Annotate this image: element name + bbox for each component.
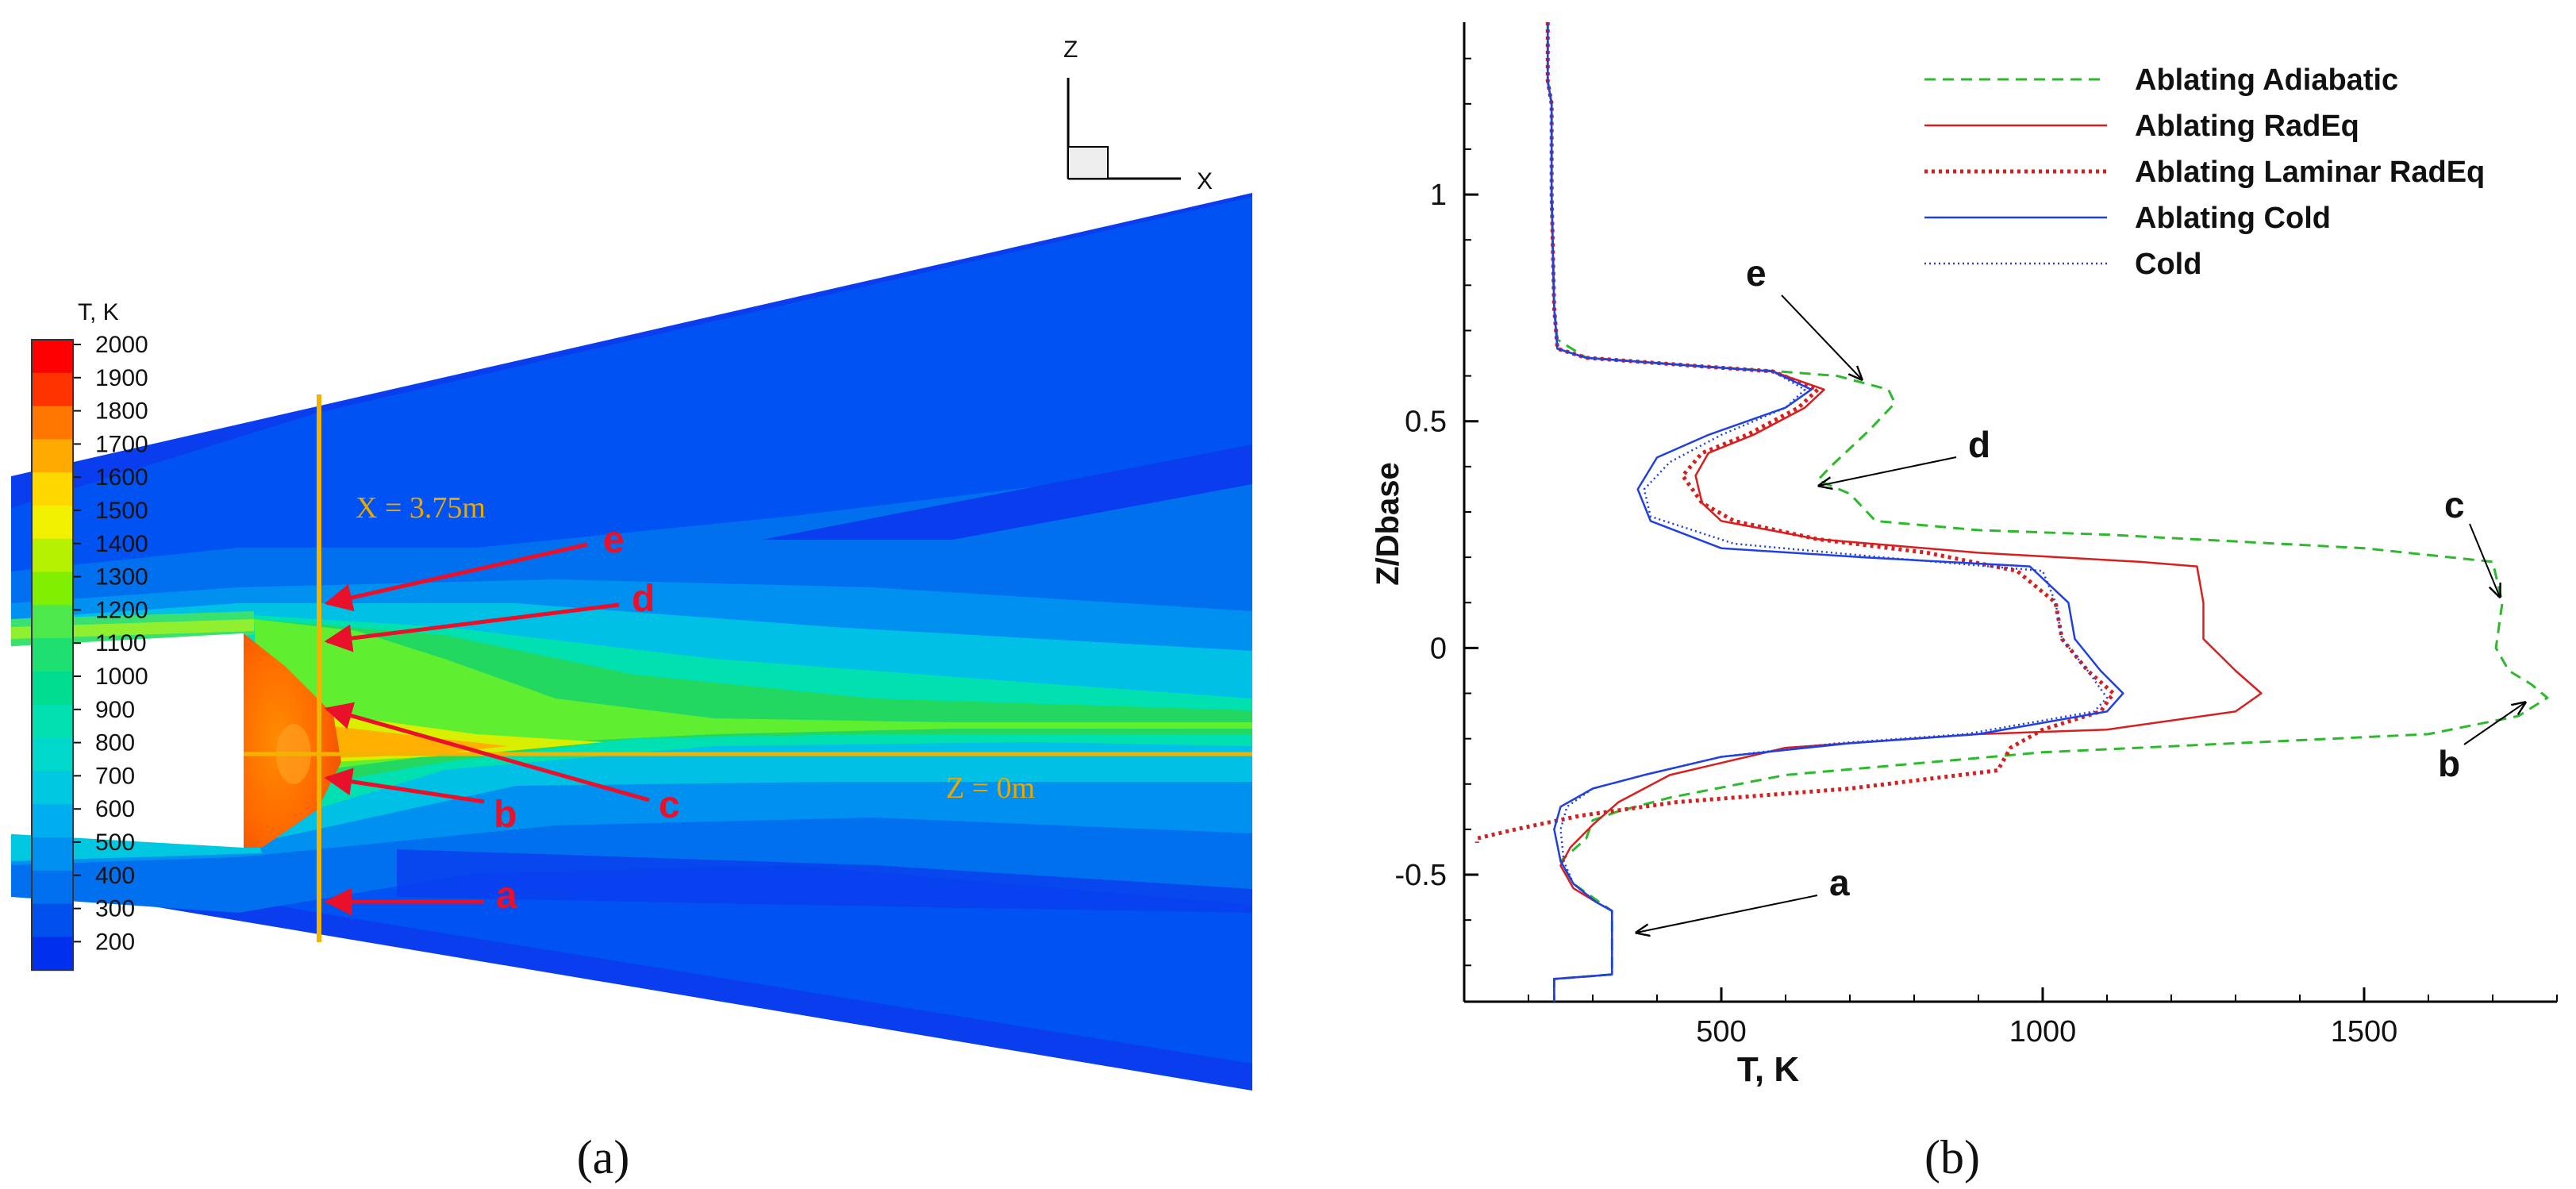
legend-label: Ablating Laminar RadEq <box>2135 156 2485 189</box>
colorbar-swatch <box>32 372 73 407</box>
annot-arrow-b <box>2463 702 2525 745</box>
flow-field-core-1700 <box>333 726 508 758</box>
label-z-0: Z = 0m <box>946 772 1035 805</box>
arrow-b <box>324 768 485 804</box>
colorbar-level-label: 300 <box>95 896 135 922</box>
colorbar-swatch <box>32 671 73 706</box>
colorbar-swatch <box>32 903 73 937</box>
colorbar-level-label: 800 <box>95 730 135 756</box>
colorbar-swatch <box>32 837 73 872</box>
axis-ticks: 500 1000 1500 -0.5 0 0.5 1 <box>1395 57 2558 1049</box>
series-line-2 <box>1474 22 2116 843</box>
colorbar-level-label: 1800 <box>95 398 148 425</box>
label-e: e <box>603 519 625 561</box>
label-c: c <box>659 784 680 826</box>
annot-label-d: d <box>1968 424 1990 465</box>
label-x-3-75: X = 3.75m <box>356 491 486 525</box>
y-tick-label: 0 <box>1430 632 1447 665</box>
colorbar-swatch <box>32 538 73 573</box>
x-tick-label: 1000 <box>2009 1015 2077 1049</box>
x-tick-label: 1500 <box>2331 1015 2398 1049</box>
colorbar-level-label: 600 <box>95 796 135 822</box>
annot-label-b: b <box>2438 743 2460 784</box>
legend-label: Ablating Adiabatic <box>2135 63 2398 97</box>
annotations-b: e d c b a <box>1636 252 2525 933</box>
series-layer <box>1474 22 2549 1002</box>
y-tick-label: -0.5 <box>1395 859 1447 892</box>
colorbar-level-label: 1300 <box>95 564 148 591</box>
colorbar-swatch <box>32 605 73 639</box>
colorbar-swatch <box>32 737 73 772</box>
x-tick-label: 500 <box>1696 1015 1746 1049</box>
colorbar-swatch <box>32 704 73 739</box>
annot-arrow-d <box>1819 456 1957 486</box>
series-line-3 <box>1547 22 2124 1002</box>
flow-field-dark-streak <box>762 444 1252 540</box>
axes-triad: Z X <box>1063 37 1213 194</box>
colorbar-level-label: 400 <box>95 863 135 889</box>
colorbar-swatch <box>32 439 73 473</box>
arrow-c <box>324 702 650 802</box>
colorbar-level-label: 1900 <box>95 365 148 391</box>
colorbar-level-label: 1200 <box>95 597 148 623</box>
arrow-d <box>324 602 620 652</box>
x-axis-label: T, K <box>1737 1050 1799 1089</box>
panel-a-contour: 2000 1900 1800 1700 1600 1500 1400 1300 1200 1100… <box>0 37 1252 1183</box>
label-d: d <box>632 578 655 620</box>
y-tick-label: 1 <box>1430 179 1447 212</box>
colorbar-swatch <box>32 804 73 838</box>
colorbar-swatch <box>32 937 73 971</box>
y-tick-label: 0.5 <box>1405 406 1447 439</box>
colorbar-swatch <box>32 340 73 374</box>
colorbar-level-label: 500 <box>95 829 135 856</box>
point-markers-a: e d c b a <box>324 519 680 917</box>
caption-a: (a) <box>577 1131 630 1183</box>
flow-field-dark-streak-lower <box>397 849 1252 913</box>
colorbar-level-label: 1000 <box>95 664 148 690</box>
colorbar-level-label: 1100 <box>95 630 147 656</box>
annot-arrow-c <box>2469 523 2500 597</box>
caption-b: (b) <box>1924 1131 1980 1183</box>
legend-label: Ablating RadEq <box>2135 110 2359 143</box>
colorbar-swatch <box>32 571 73 606</box>
temperature-colorbar: 2000 1900 1800 1700 1600 1500 1400 1300 1200 1100… <box>31 332 148 972</box>
label-a: a <box>496 875 517 917</box>
colorbar-level-label: 200 <box>95 929 135 955</box>
colorbar-swatch <box>32 638 73 672</box>
annot-label-a: a <box>1829 862 1850 903</box>
panel-b-chart: 500 1000 1500 -0.5 0 0.5 1 Z/Dbase T, K Ablati… <box>1371 22 2558 1183</box>
label-b: b <box>494 794 517 836</box>
colorbar-level-label: 2000 <box>95 332 148 358</box>
colorbar-level-label: 900 <box>95 697 135 723</box>
colorbar-level-label: 700 <box>95 763 135 789</box>
colorbar-swatch <box>32 870 73 905</box>
series-line-4 <box>1547 22 2109 1002</box>
colorbar-swatch <box>32 472 73 506</box>
colorbar-level-label: 1400 <box>95 531 148 557</box>
colorbar-level-label: 1500 <box>95 498 148 524</box>
annot-arrow-e <box>1781 294 1862 379</box>
legend-label: Cold <box>2135 248 2201 281</box>
legend-label: Ablating Cold <box>2135 202 2331 235</box>
y-axis-label: Z/Dbase <box>1371 462 1405 586</box>
colorbar-swatch <box>32 771 73 805</box>
colorbar-title: T, K <box>78 299 119 325</box>
chart-legend: Ablating Adiabatic Ablating RadEq Ablating… <box>1924 63 2485 281</box>
colorbar-level-label: 1600 <box>95 464 148 491</box>
colorbar-level-label: 1700 <box>95 431 148 457</box>
colorbar-swatch <box>32 406 73 440</box>
colorbar-frame <box>31 339 74 972</box>
annot-arrow-a <box>1636 895 1818 933</box>
arrow-e <box>324 542 588 612</box>
axis-label-x: X <box>1197 168 1213 194</box>
colorbar-swatch <box>32 506 73 540</box>
annot-label-c: c <box>2444 484 2465 525</box>
annot-label-e: e <box>1746 252 1767 294</box>
axis-label-z: Z <box>1063 37 1078 63</box>
